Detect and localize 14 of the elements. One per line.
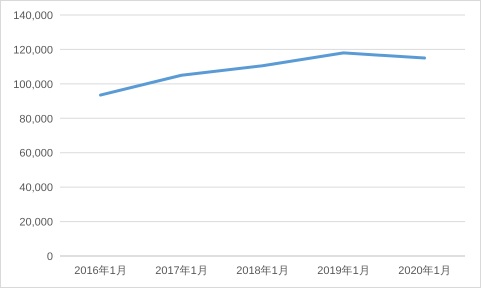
y-tick-label: 80,000 [19,113,53,126]
line-series [99,51,426,97]
y-tick-label: 40,000 [19,182,53,194]
y-tick-label: 100,000 [13,78,53,91]
y-tick-label: 120,000 [13,44,53,56]
x-tick-label: 2016年1月 [74,265,127,277]
y-tick-label: 140,000 [13,10,53,22]
x-tick-label: 2017年1月 [155,265,208,277]
x-tick-label: 2020年1月 [398,265,451,277]
x-tick-label: 2019年1月 [317,265,370,277]
y-tick-label: 0 [46,251,53,263]
y-tick-label: 60,000 [19,148,53,160]
y-tick-label: 20,000 [19,216,53,229]
x-tick-label: 2018年1月 [236,265,289,277]
